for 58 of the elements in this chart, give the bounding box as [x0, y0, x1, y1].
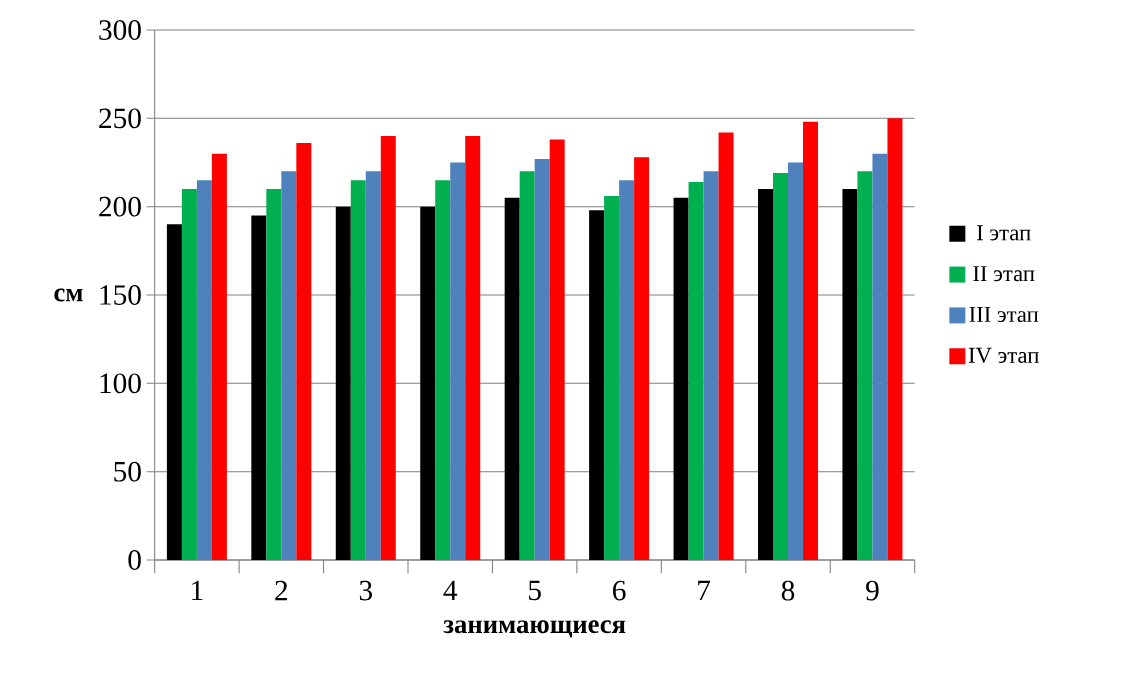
bar	[181, 189, 197, 560]
bar	[365, 171, 381, 560]
y-tick-label: 50	[114, 461, 141, 482]
y-tick-label: 150	[100, 285, 141, 305]
bar	[619, 180, 635, 560]
bar	[589, 210, 605, 560]
x-tick-label: 1	[192, 580, 203, 601]
y-tick-label: 200	[99, 196, 141, 217]
bar	[196, 180, 212, 560]
y-tick-label: 0	[128, 550, 141, 570]
legend-label: III этап	[969, 306, 1039, 323]
bar	[803, 121, 819, 560]
y-tick-label: 250	[99, 108, 141, 129]
bar	[350, 180, 366, 560]
x-tick-label: 5	[529, 580, 541, 601]
bar	[872, 153, 888, 560]
bar	[380, 136, 396, 560]
legend-label: IV этап	[968, 347, 1039, 364]
legend-label: II этап	[973, 266, 1035, 282]
bar	[788, 162, 804, 560]
y-tick-label: 300	[99, 20, 141, 40]
bar	[534, 158, 550, 560]
bar	[857, 171, 873, 560]
x-tick-label: 3	[359, 580, 372, 601]
bar	[549, 139, 565, 560]
bar	[266, 189, 282, 560]
bar	[435, 180, 451, 560]
legend-label: I этап	[977, 225, 1031, 241]
bar	[887, 118, 903, 560]
bar	[296, 143, 312, 560]
x-axis-title: занимающиеся	[443, 620, 626, 638]
bar	[281, 171, 297, 560]
bar	[688, 181, 704, 560]
bar	[166, 224, 182, 560]
x-tick-label: 8	[781, 580, 795, 601]
bar	[604, 196, 620, 560]
bar	[335, 206, 351, 560]
bar	[251, 215, 267, 560]
x-tick-label: 7	[698, 580, 711, 600]
bar	[718, 132, 734, 560]
x-tick-label: 2	[275, 580, 288, 601]
bar	[634, 157, 650, 560]
bar	[211, 153, 227, 560]
x-tick-label: 4	[443, 580, 458, 601]
bar	[465, 136, 481, 560]
bar	[758, 189, 774, 560]
bar	[842, 189, 858, 560]
bar	[519, 171, 535, 560]
bar	[450, 162, 466, 560]
bar	[773, 173, 789, 560]
y-axis-title: см	[54, 288, 83, 302]
x-tick-label: 6	[613, 580, 626, 601]
x-tick-label: 9	[866, 580, 879, 601]
y-tick-label: 100	[100, 373, 141, 394]
bar	[703, 171, 719, 560]
bar	[420, 206, 436, 560]
bar	[673, 197, 689, 560]
bar	[504, 197, 520, 560]
